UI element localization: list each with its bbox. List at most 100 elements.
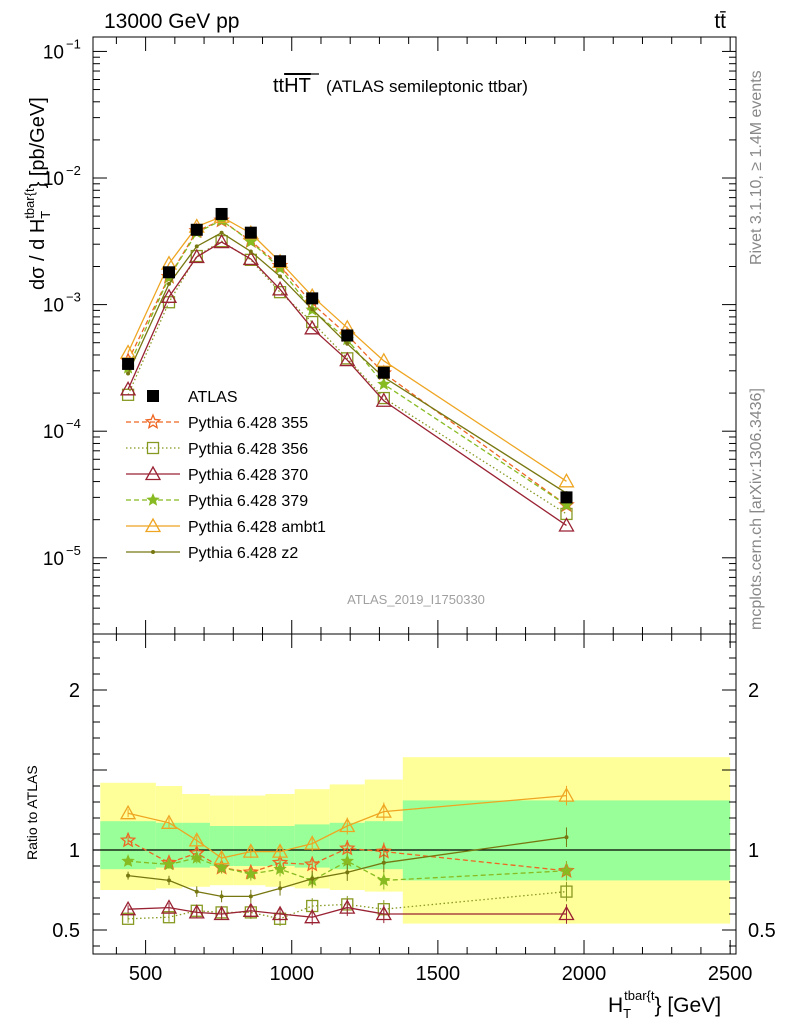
main-line-series-3 — [127, 219, 567, 506]
legend-label: Pythia 6.428 355 — [188, 415, 308, 432]
x-axis-label: HTtbar{t} [GeV] — [608, 988, 721, 1021]
ratio-point-series-4 — [558, 787, 575, 802]
header-left-label: 13000 GeV pp — [104, 10, 239, 33]
ratio-point-series-4 — [188, 832, 205, 847]
main-line-series-2 — [127, 241, 567, 527]
plot-title-main: ttHT — [273, 75, 311, 97]
mcplots-label: mcplots.cern.ch [arXiv:1306.3436] — [748, 388, 765, 630]
ratio-point-series-4 — [304, 835, 321, 850]
main-point-series-5 — [345, 341, 350, 346]
ratio-y-tick-label-right: 0.5 — [748, 920, 776, 942]
ratio-point-series-5 — [310, 876, 315, 881]
main-point-series-5 — [166, 281, 171, 286]
ratio-y-axis-label: Ratio to ATLAS — [24, 765, 40, 860]
ratio-point-series-3 — [377, 873, 391, 887]
main-y-axis-label: dσ / d HTtbar{t} [pb/GeV] — [22, 97, 53, 290]
legend: ATLAS Pythia 6.428 355 Pythia 6.428 356 Pyt… — [126, 389, 326, 562]
plot-title-sub: (ATLAS semileptonic ttbar) — [326, 77, 528, 96]
legend-marker — [144, 517, 162, 533]
main-point-series-2 — [375, 392, 392, 407]
main-point-series-5 — [248, 249, 253, 254]
data-point — [215, 207, 228, 220]
main-line-series-0 — [127, 219, 567, 506]
legend-label: ATLAS — [188, 389, 238, 406]
legend-marker — [151, 550, 155, 554]
main-point-series-2 — [558, 517, 575, 532]
main-point-series-4 — [558, 472, 575, 488]
ratio-point-series-4 — [213, 849, 230, 865]
x-tick-label: 2000 — [562, 963, 607, 985]
main-point-series-2 — [242, 250, 259, 266]
legend-marker — [144, 465, 162, 481]
main-point-series-5 — [278, 274, 283, 279]
ratio-point-series-3 — [273, 862, 287, 875]
ratio-axis-ticks: 0.5 0.5 1 1 2 2 — [52, 641, 776, 947]
main-y-label-text: dσ / d H — [27, 219, 49, 290]
main-y-label-sup: tbar{t — [22, 188, 37, 219]
data-point — [122, 357, 135, 370]
data-point — [274, 255, 287, 268]
plot-title: ttHT (ATLAS semileptonic ttbar) — [273, 73, 528, 97]
main-y-tick-exponent: −1 — [66, 36, 81, 51]
main-y-tick-label: 10 — [43, 296, 64, 317]
ratio-line-series-3 — [128, 857, 567, 882]
ratio-point-series-2 — [188, 904, 205, 919]
main-y-tick-exponent: −4 — [66, 416, 81, 431]
ratio-point-series-4 — [160, 814, 178, 829]
main-point-series-5 — [219, 230, 224, 235]
ratio-point-series-4 — [375, 803, 392, 818]
main-y-tick-label: 10 — [43, 549, 64, 570]
main-line-series-5 — [127, 232, 567, 494]
ratio-point-series-2 — [242, 902, 259, 917]
ratio-point-series-2 — [339, 899, 356, 914]
main-y-tick-exponent: −2 — [66, 163, 81, 178]
main-point-series-2 — [188, 248, 205, 264]
main-line-series-4 — [127, 216, 567, 482]
ratio-point-series-5 — [166, 878, 171, 883]
ratio-y-tick-label: 2 — [69, 680, 80, 702]
main-axis-ticks: 10−110−210−310−410−5 — [43, 36, 736, 625]
data-point — [162, 266, 175, 279]
legend-label: Pythia 6.428 z2 — [188, 545, 298, 562]
main-series-layer — [119, 207, 575, 532]
legend-label: Pythia 6.428 356 — [188, 441, 308, 458]
main-point-series-2 — [119, 380, 137, 396]
x-tick-label: 1500 — [416, 963, 461, 985]
ratio-point-series-2 — [213, 905, 230, 921]
x-axis-ticks: 500 1000 1500 2000 2500 — [115, 37, 752, 985]
data-point — [244, 226, 257, 239]
ratio-point-series-3 — [190, 850, 204, 864]
ratio-point-series-2 — [304, 908, 321, 924]
ratio-band-green — [209, 826, 234, 866]
ratio-point-series-4 — [339, 817, 356, 833]
ratio-point-series-0 — [119, 831, 137, 848]
ratio-point-series-2 — [119, 900, 137, 916]
main-point-series-2 — [160, 288, 178, 303]
ratio-point-series-4 — [271, 843, 289, 858]
ratio-point-series-3 — [162, 857, 176, 871]
ratio-point-series-5 — [564, 835, 569, 840]
x-tick-label: 500 — [129, 963, 162, 985]
main-point-series-2 — [304, 319, 321, 335]
ratio-point-series-5 — [219, 894, 224, 899]
main-y-tick-label: 10 — [43, 169, 64, 190]
legend-marker — [144, 413, 162, 430]
main-y-tick-label: 10 — [43, 42, 64, 63]
ratio-plot-frame — [92, 633, 737, 955]
rivet-label: Rivet 3.1.10, ≥ 1.4M events — [748, 70, 765, 265]
x-label-sub: T — [623, 1006, 631, 1021]
main-y-tick-exponent: −5 — [66, 543, 81, 558]
legend-marker — [146, 441, 160, 455]
legend-marker — [147, 390, 159, 402]
ratio-y-tick-label-right: 1 — [748, 840, 759, 862]
ratio-point-series-2 — [375, 905, 392, 921]
ratio-point-series-5 — [278, 886, 283, 891]
ratio-point-series-3 — [121, 854, 135, 867]
data-point — [190, 223, 203, 236]
analysis-watermark: ATLAS_2019_I1750330 — [347, 592, 485, 607]
ratio-series-layer — [119, 785, 575, 926]
main-y-tick-label: 10 — [43, 422, 64, 443]
ratio-point-series-3 — [340, 854, 354, 867]
data-point — [377, 366, 390, 379]
